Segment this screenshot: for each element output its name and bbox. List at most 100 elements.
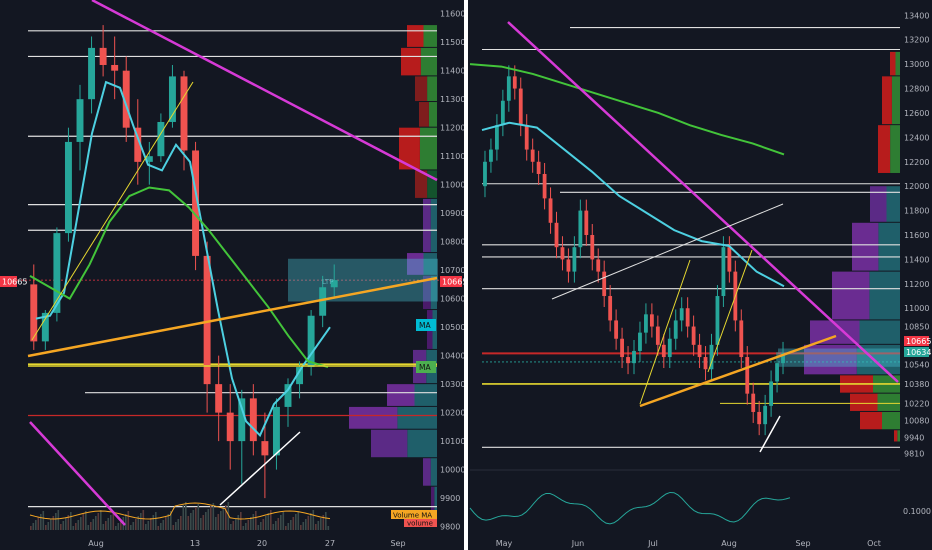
left-trend-orange bbox=[27, 276, 438, 358]
left-candle-body bbox=[180, 76, 188, 151]
left-volume-bar bbox=[155, 512, 157, 530]
left-candle-body bbox=[261, 441, 269, 456]
right-horizontal-levels bbox=[482, 26, 900, 448]
left-volume-bar bbox=[195, 507, 197, 530]
right-candle-body bbox=[727, 247, 732, 272]
right-profile-down bbox=[878, 125, 891, 173]
left-candle-body bbox=[157, 121, 165, 157]
left-volume-bar bbox=[317, 521, 320, 530]
left-volume-bar bbox=[290, 520, 292, 530]
left-volume-bar bbox=[150, 518, 152, 530]
left-y-tick: 11100 bbox=[440, 152, 465, 161]
left-volume-bar bbox=[277, 518, 280, 530]
right-candle-body bbox=[566, 259, 571, 272]
right-x-tick: Aug bbox=[721, 539, 737, 548]
oscillator-line bbox=[469, 491, 791, 525]
left-volume-bar bbox=[292, 517, 295, 530]
left-volume-bar bbox=[242, 526, 245, 530]
right-candle-body bbox=[542, 173, 547, 199]
right-profile-down bbox=[810, 320, 860, 344]
left-volume-bar bbox=[325, 512, 327, 530]
right-y-tick: 11000 bbox=[904, 304, 929, 313]
right-x-tick: May bbox=[496, 539, 513, 548]
left-profile-down bbox=[407, 253, 424, 275]
left-last-price-right: 10665 bbox=[442, 278, 467, 287]
right-candle-body bbox=[715, 296, 720, 345]
left-volume-bar bbox=[100, 510, 102, 530]
left-volume-bar bbox=[230, 524, 232, 530]
ma-badge-green bbox=[416, 361, 436, 373]
right-profile-down bbox=[860, 411, 882, 430]
right-candle-body bbox=[632, 350, 636, 364]
left-volume-bar bbox=[192, 510, 195, 530]
left-y-tick: 11500 bbox=[440, 38, 465, 47]
right-y-tick: 12800 bbox=[904, 85, 929, 94]
right-trend-white-thin bbox=[551, 203, 784, 300]
right-candle-body bbox=[590, 235, 595, 260]
left-volume-bar bbox=[297, 511, 300, 530]
right-candle-body bbox=[649, 314, 654, 327]
left-profile-up bbox=[430, 458, 437, 486]
left-volume-bar bbox=[47, 522, 50, 530]
left-volume-bar bbox=[157, 526, 160, 530]
left-x-tick: 13 bbox=[190, 539, 200, 548]
left-volume-bar bbox=[110, 515, 112, 530]
right-candle-body bbox=[560, 247, 565, 260]
left-volume-bar bbox=[162, 520, 165, 530]
left-trend-magenta-upper bbox=[91, 0, 438, 182]
right-candle-body bbox=[644, 314, 648, 333]
right-y-tick: 9940 bbox=[904, 434, 924, 443]
right-profile-down bbox=[870, 186, 887, 222]
right-y-tick: 11800 bbox=[904, 207, 929, 216]
left-candle-body bbox=[296, 367, 304, 385]
right-profile-up bbox=[886, 186, 900, 222]
right-candle-body bbox=[673, 320, 678, 339]
right-x-tick: Sep bbox=[795, 539, 810, 548]
left-volume-bar bbox=[327, 526, 330, 530]
left-volume-bar bbox=[152, 515, 155, 530]
left-volume-bar bbox=[125, 514, 127, 530]
left-volume-bar bbox=[175, 522, 177, 530]
left-volume-bar bbox=[115, 526, 117, 530]
left-volume-bar bbox=[212, 503, 215, 530]
right-trend-magenta bbox=[507, 21, 899, 383]
left-volume-bar bbox=[185, 502, 187, 530]
left-profile-up bbox=[423, 25, 437, 47]
left-volume-bar bbox=[92, 519, 95, 530]
left-volume-bar bbox=[170, 511, 172, 530]
left-candle-body bbox=[215, 384, 223, 413]
left-price-labels: 10665 10665 MA MA Volume MA volume bbox=[0, 276, 467, 528]
left-y-tick: 10700 bbox=[440, 266, 465, 275]
left-x-tick: 27 bbox=[325, 539, 335, 548]
left-volume-bar bbox=[232, 521, 235, 530]
right-panel[interactable]: 13400 13200 13000 12800 12600 12400 12200 12000… bbox=[469, 11, 931, 548]
right-volume-profile bbox=[804, 51, 900, 442]
right-candle-body bbox=[620, 338, 624, 358]
left-volume-bar bbox=[45, 525, 47, 530]
left-volume-bar bbox=[245, 523, 247, 530]
right-profile-up bbox=[882, 411, 900, 430]
panel-divider bbox=[464, 0, 468, 550]
left-volume-bar bbox=[57, 510, 60, 530]
left-volume-bar bbox=[305, 519, 307, 530]
left-candle-body bbox=[192, 150, 200, 256]
left-y-tick: 10400 bbox=[440, 352, 465, 361]
right-candle-body bbox=[572, 247, 577, 272]
volume-legend bbox=[404, 519, 437, 527]
left-volume-bar bbox=[265, 516, 267, 530]
right-y-tick: 11200 bbox=[904, 280, 929, 289]
left-volume-bar bbox=[120, 520, 122, 530]
left-candle-body bbox=[307, 315, 315, 368]
ma-badge-cyan-label: MA bbox=[419, 321, 431, 330]
left-profile-down bbox=[423, 458, 431, 486]
left-volume-bar bbox=[75, 523, 77, 530]
right-y-tick: 12400 bbox=[904, 133, 929, 142]
left-moving-averages bbox=[29, 80, 331, 438]
right-time-axis: May Jun Jul Aug Sep Oct bbox=[496, 539, 881, 548]
right-profile-down bbox=[850, 393, 878, 411]
left-panel[interactable]: 11600 11500 11400 11300 11200 11100 11000 10900… bbox=[0, 0, 467, 548]
right-last-price-tag bbox=[904, 336, 929, 346]
right-y-tick: 10220 bbox=[904, 399, 929, 408]
left-volume-bar bbox=[237, 515, 240, 530]
